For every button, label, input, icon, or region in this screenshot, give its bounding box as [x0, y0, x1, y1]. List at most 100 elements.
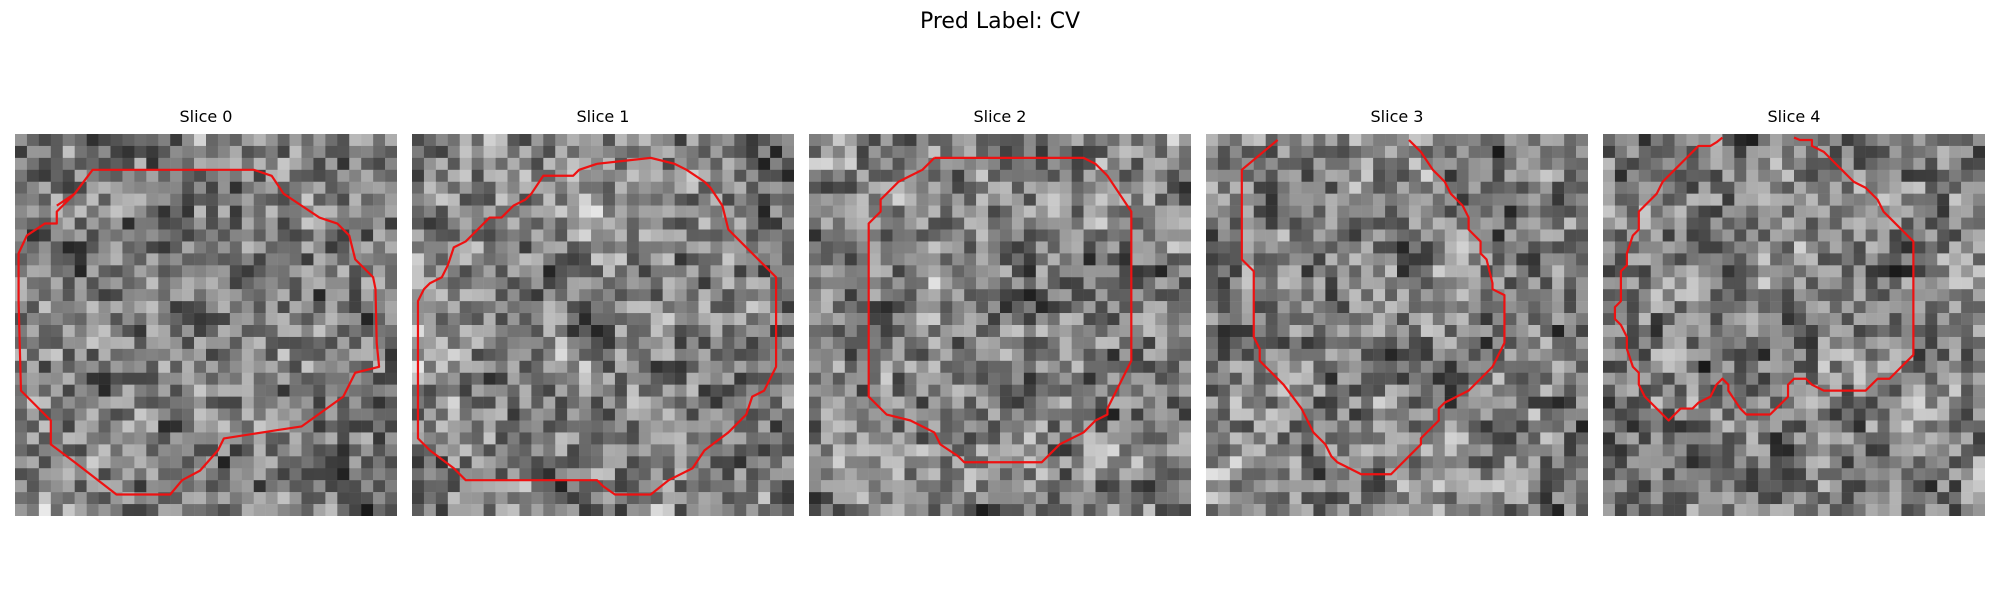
pixel [650, 420, 663, 433]
pixel [638, 432, 651, 445]
pixel [1083, 217, 1096, 230]
pixel [1516, 396, 1529, 409]
pixel [1686, 384, 1699, 397]
pixel [809, 384, 822, 397]
pixel [206, 444, 219, 457]
pixel [519, 145, 532, 159]
pixel [988, 360, 1001, 373]
pixel [1107, 480, 1120, 493]
pixel [1277, 444, 1290, 457]
pixel [1167, 277, 1180, 290]
pixel [1071, 420, 1084, 433]
pixel [952, 468, 965, 481]
pixel [423, 145, 437, 159]
pixel [86, 492, 99, 505]
pixel [650, 360, 663, 373]
pixel [1468, 313, 1481, 326]
pixel [217, 301, 231, 314]
pixel [1564, 301, 1577, 314]
pixel [1662, 432, 1675, 445]
pixel [1241, 241, 1254, 254]
pixel [1289, 193, 1302, 206]
pixel [98, 289, 111, 302]
pixel [1468, 241, 1481, 254]
pixel [26, 432, 40, 445]
pixel [1913, 348, 1926, 362]
pixel [638, 217, 651, 230]
pixel [1179, 480, 1191, 493]
pixel [1241, 360, 1254, 373]
pixel [809, 432, 822, 445]
pixel [241, 348, 254, 362]
pixel [1095, 456, 1108, 469]
pixel [844, 313, 857, 326]
pixel [650, 181, 663, 194]
pixel [519, 241, 532, 254]
pixel [447, 420, 460, 433]
pixel [1456, 348, 1469, 362]
pixel [579, 480, 592, 493]
pixel [385, 348, 397, 362]
pixel [1023, 444, 1037, 457]
pixel [412, 277, 425, 290]
pixel [832, 157, 846, 171]
pixel [1179, 444, 1191, 457]
pixel [1301, 241, 1314, 254]
pixel [412, 456, 425, 469]
pixel [1961, 205, 1974, 218]
pixel [1385, 372, 1398, 385]
pixel [170, 277, 183, 290]
pixel [758, 492, 771, 505]
pixel [15, 157, 28, 171]
pixel [1722, 456, 1735, 469]
pixel [1614, 241, 1628, 254]
pixel [770, 265, 783, 278]
pixel [1420, 301, 1434, 314]
pixel [1456, 157, 1469, 171]
pixel [1877, 241, 1890, 254]
pixel [1397, 360, 1410, 373]
pixel [1686, 193, 1699, 206]
pixel [1325, 157, 1338, 171]
pixel [1504, 468, 1517, 481]
pixel [1385, 241, 1398, 254]
grayscale-pixels [1206, 134, 1588, 516]
pixel [1746, 205, 1759, 218]
pixel [1722, 134, 1735, 147]
pixel [1217, 396, 1231, 409]
pixel [1313, 313, 1326, 326]
pixel [916, 265, 929, 278]
pixel [603, 253, 616, 266]
pixel [916, 480, 929, 493]
pixel [579, 325, 592, 338]
pixel [1782, 408, 1795, 421]
pixel [349, 181, 362, 194]
pixel [1937, 277, 1950, 290]
pixel [1758, 313, 1771, 326]
pixel [15, 193, 28, 206]
pixel [1289, 456, 1302, 469]
pixel [626, 193, 640, 206]
pixel [1167, 205, 1180, 218]
pixel [1253, 396, 1266, 409]
pixel [519, 420, 532, 433]
pixel [1722, 169, 1735, 182]
pixel [758, 193, 771, 206]
pixel [229, 217, 243, 230]
pixel [1480, 396, 1493, 409]
pixel [579, 134, 592, 147]
pixel [170, 253, 183, 266]
pixel [1071, 432, 1084, 445]
pixel [916, 277, 929, 290]
pixel [1253, 420, 1266, 433]
pixel [1155, 492, 1168, 505]
pixel [698, 301, 711, 314]
pixel [832, 384, 846, 397]
pixel [1143, 432, 1156, 445]
pixel [1131, 348, 1144, 362]
pixel [940, 145, 953, 159]
pixel [1071, 289, 1084, 302]
pixel [591, 313, 604, 326]
pixel [194, 325, 207, 338]
pixel [1432, 229, 1445, 242]
